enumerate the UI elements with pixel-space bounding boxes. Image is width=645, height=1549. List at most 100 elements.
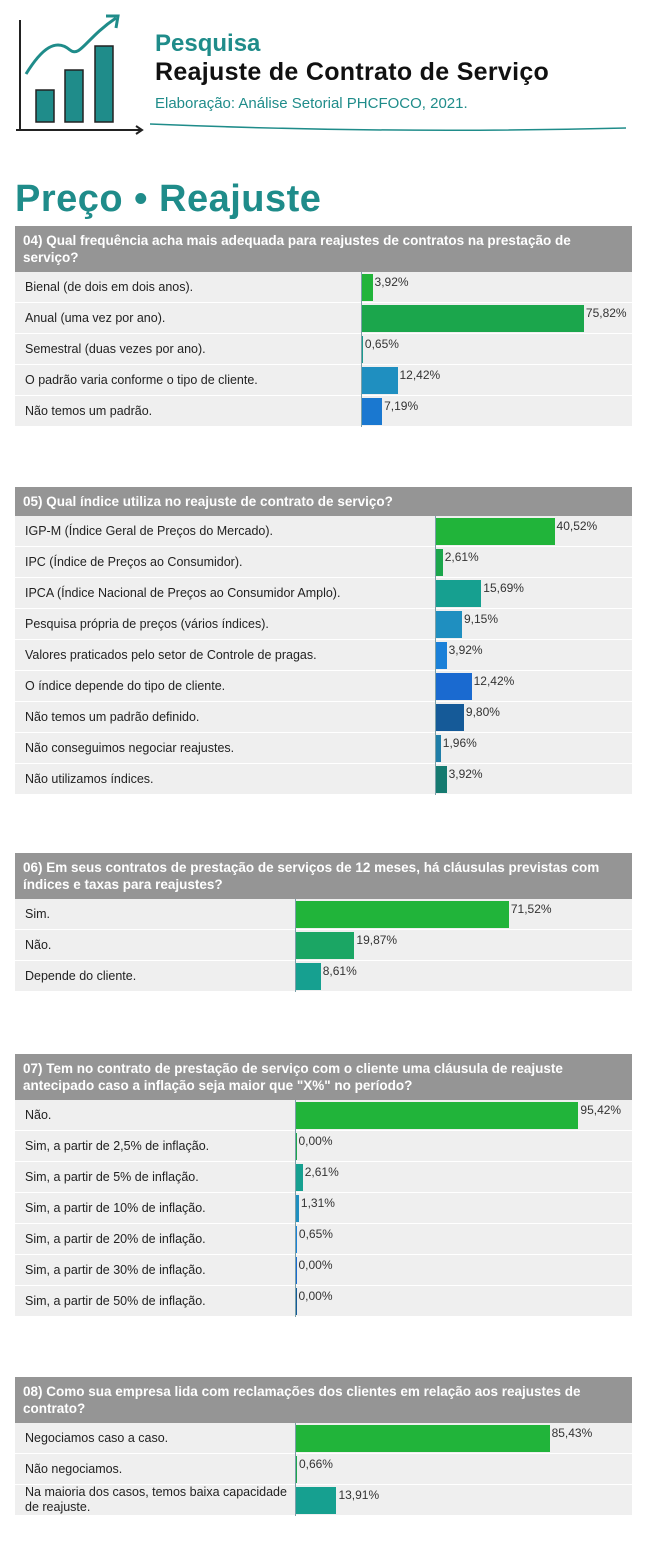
value-label: 0,00% (298, 1134, 333, 1148)
value-label: 12,42% (473, 674, 515, 688)
value-label: 1,31% (300, 1196, 335, 1210)
bar (361, 305, 584, 332)
chart-row: Sim, a partir de 2,5% de inflação. 0,00% (15, 1131, 632, 1162)
header-subtitle: Elaboração: Análise Setorial PHCFOCO, 20… (155, 95, 468, 112)
chart-row: Sim, a partir de 10% de inflação. 1,31% (15, 1193, 632, 1224)
chart-row: Não. 95,42% (15, 1100, 632, 1131)
bar (435, 549, 443, 576)
question-05: 05) Qual índice utiliza no reajuste de c… (15, 487, 632, 795)
bar (435, 735, 441, 762)
category-label: Não. (25, 937, 52, 952)
value-label: 3,92% (448, 767, 483, 781)
value-label: 0,00% (298, 1289, 333, 1303)
bar (435, 580, 482, 607)
category-label: Não utilizamos índices. (25, 771, 154, 786)
chart-row: IGP-M (Índice Geral de Preços do Mercado… (15, 516, 632, 547)
chart-row: Anual (uma vez por ano). 75,82% (15, 303, 632, 334)
value-label: 8,61% (322, 964, 357, 978)
question-07: 07) Tem no contrato de prestação de serv… (15, 1054, 632, 1317)
category-label: O índice depende do tipo de cliente. (25, 678, 226, 693)
bar (295, 1102, 579, 1129)
category-label: Semestral (duas vezes por ano). (25, 341, 206, 356)
category-label: IPCA (Índice Nacional de Preços ao Consu… (25, 585, 341, 600)
value-label: 2,61% (304, 1165, 339, 1179)
bar (435, 518, 555, 545)
chart-axis (295, 899, 296, 992)
chart-axis (295, 1423, 296, 1516)
bar (295, 901, 509, 928)
category-label: Não conseguimos negociar reajustes. (25, 740, 235, 755)
chart-row: IPCA (Índice Nacional de Preços ao Consu… (15, 578, 632, 609)
category-label: Valores praticados pelo setor de Control… (25, 647, 317, 662)
value-label: 95,42% (580, 1103, 622, 1117)
value-label: 3,92% (448, 643, 483, 657)
chart-row: Negociamos caso a caso. 85,43% (15, 1423, 632, 1454)
chart-row: Sim, a partir de 50% de inflação. 0,00% (15, 1286, 632, 1317)
category-label: Pesquisa própria de preços (vários índic… (25, 616, 269, 631)
bar (295, 932, 355, 959)
value-label: 3,92% (374, 275, 409, 289)
bar (295, 963, 321, 990)
report-header: Pesquisa Reajuste de Contrato de Serviço… (0, 0, 645, 150)
category-label: Não. (25, 1107, 52, 1122)
chart-row: Sim, a partir de 30% de inflação. 0,00% (15, 1255, 632, 1286)
bar (295, 1164, 303, 1191)
category-label: Não temos um padrão. (25, 403, 153, 418)
value-label: 71,52% (510, 902, 552, 916)
category-label: IGP-M (Índice Geral de Preços do Mercado… (25, 523, 274, 538)
bar (435, 704, 464, 731)
category-label: Sim, a partir de 2,5% de inflação. (25, 1138, 210, 1153)
value-label: 9,15% (463, 612, 499, 626)
chart-row: Não negociamos. 0,66% (15, 1454, 632, 1485)
value-label: 9,80% (465, 705, 500, 719)
chart-row: Não conseguimos negociar reajustes. 1,96% (15, 733, 632, 764)
bar-rows: Sim. 71,52% Não. 19,87% Depende do cliente. 8… (15, 899, 632, 992)
category-label: Sim, a partir de 30% de inflação. (25, 1262, 206, 1277)
chart-row: Semestral (duas vezes por ano). 0,65% (15, 334, 632, 365)
category-label: Anual (uma vez por ano). (25, 310, 166, 325)
value-label: 19,87% (356, 933, 398, 947)
bar (435, 766, 447, 793)
chart-row: Sim, a partir de 20% de inflação. 0,65% (15, 1224, 632, 1255)
question-title: 06) Em seus contratos de prestação de se… (15, 853, 632, 899)
bar (361, 367, 398, 394)
chart-row: Não temos um padrão definido. 9,80% (15, 702, 632, 733)
chart-row: Valores praticados pelo setor de Control… (15, 640, 632, 671)
value-label: 85,43% (551, 1426, 593, 1440)
growth-chart-icon (16, 14, 144, 135)
category-label: Não negociamos. (25, 1461, 123, 1476)
chart-row: Não utilizamos índices. 3,92% (15, 764, 632, 795)
header-underline (150, 123, 627, 131)
chart-row: Pesquisa própria de preços (vários índic… (15, 609, 632, 640)
chart-axis (435, 516, 436, 795)
section-title: Preço • Reajuste (15, 178, 322, 220)
category-label: Não temos um padrão definido. (25, 709, 200, 724)
chart-row: Sim, a partir de 5% de inflação. 2,61% (15, 1162, 632, 1193)
question-title: 04) Qual frequência acha mais adequada p… (15, 226, 632, 272)
category-label: Sim, a partir de 50% de inflação. (25, 1293, 206, 1308)
question-title: 05) Qual índice utiliza no reajuste de c… (15, 487, 632, 516)
value-label: 1,96% (442, 736, 477, 750)
category-label: Na maioria dos casos, temos baixa capaci… (25, 1485, 287, 1514)
chart-row: Não temos um padrão. 7,19% (15, 396, 632, 427)
value-label: 0,65% (298, 1227, 333, 1241)
chart-row: Na maioria dos casos, temos baixa capaci… (15, 1485, 632, 1516)
value-label: 7,19% (384, 399, 419, 413)
value-label: 0,66% (298, 1457, 333, 1471)
category-label: Sim. (25, 906, 50, 921)
chart-row: O padrão varia conforme o tipo de client… (15, 365, 632, 396)
bar (295, 1195, 299, 1222)
question-04: 04) Qual frequência acha mais adequada p… (15, 226, 632, 427)
bar (435, 611, 462, 638)
category-label: IPC (Índice de Preços ao Consumidor). (25, 554, 243, 569)
value-label: 40,52% (556, 519, 598, 533)
category-label: Sim, a partir de 10% de inflação. (25, 1200, 206, 1215)
value-label: 2,61% (444, 550, 479, 564)
category-label: O padrão varia conforme o tipo de client… (25, 372, 258, 387)
bar-rows: IGP-M (Índice Geral de Preços do Mercado… (15, 516, 632, 795)
question-title: 08) Como sua empresa lida com reclamaçõe… (15, 1377, 632, 1423)
question-08: 08) Como sua empresa lida com reclamaçõe… (15, 1377, 632, 1516)
chart-axis (295, 1100, 296, 1317)
bar (361, 274, 373, 301)
category-label: Bienal (de dois em dois anos). (25, 279, 194, 294)
